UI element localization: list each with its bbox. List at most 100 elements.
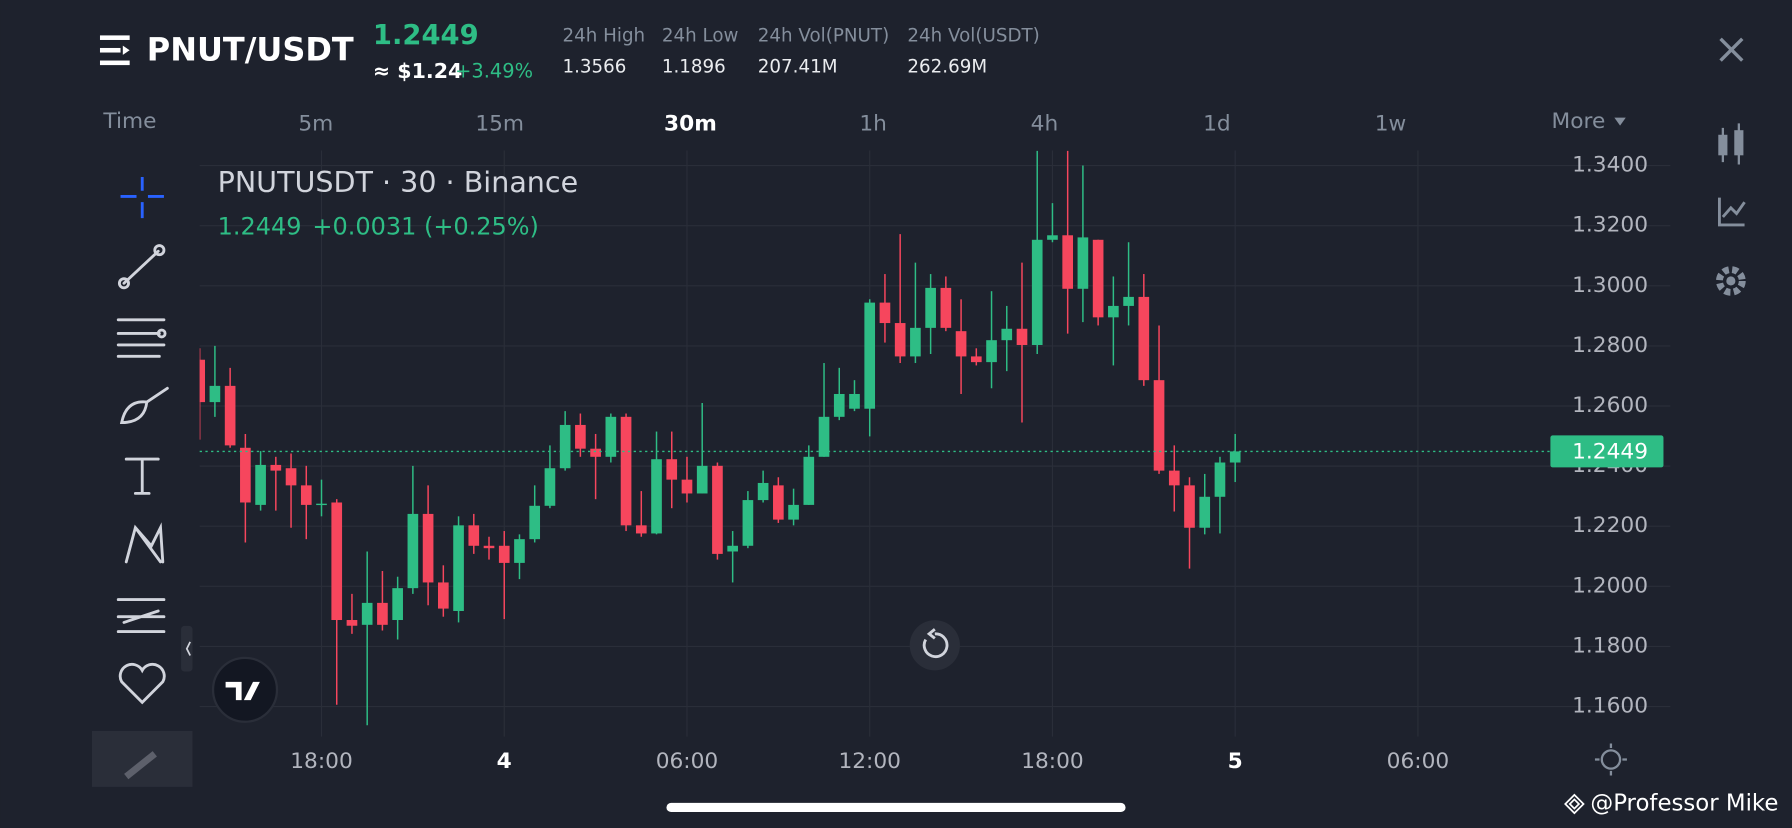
favorites-tool[interactable] [118,662,166,705]
candle-body [514,539,525,563]
measure-tool[interactable] [116,598,166,633]
candle-body [955,331,967,357]
interval-button[interactable]: 5m [298,111,333,136]
indicator-icon[interactable] [1718,197,1746,227]
pair[interactable]: PNUT/USDT [147,30,354,68]
candle-body [894,323,906,357]
candle-body [864,302,876,409]
candle-body [849,393,860,409]
stat-value: 1.3566 [563,56,627,77]
candle-body [803,456,815,505]
legend-price: 1.2449 [218,212,302,240]
toolbar [91,177,193,787]
y-tick-label: 1.2600 [1572,393,1648,418]
candle-body [1077,237,1089,289]
right-toolbar [1594,123,1746,776]
chart-title: PNUTUSDT · 30 · Binance [218,165,579,199]
text-tool[interactable] [124,457,160,495]
candle-body [468,525,480,546]
watermark: @Professor Mike [1590,791,1778,817]
legend-change: +0.0031 (+0.25%) [312,212,538,240]
interval-button[interactable]: 1h [859,111,887,136]
stat-label: 24h Vol(USDT) [907,26,1039,47]
candle-body [224,385,236,446]
chart: PNUTUSDT · 30 · Binance 1.2449 +0.0031 (… [199,150,1671,774]
y-tick-label: 1.3400 [1572,153,1648,178]
candle-body [651,459,662,534]
pattern-tool[interactable] [124,522,165,564]
fib-tool[interactable] [116,318,167,358]
theme-icon[interactable] [1594,743,1627,776]
grid [199,150,1671,737]
dropdown-arrow [1614,117,1626,126]
candle-body [1214,462,1226,497]
candle-body [255,464,266,505]
candle-body [1047,235,1058,240]
y-tick-label: 1.2000 [1572,573,1648,598]
candle-body [1229,451,1241,463]
interval-bar: Time 5m 15m 30m 1h 4h 1d 1w More [102,109,1626,136]
candle-body [422,513,434,583]
candle-body [559,424,571,469]
candle-body [712,465,723,554]
candle-body [788,504,799,520]
candle-body [1031,239,1043,345]
candle-type-icon[interactable] [1718,123,1744,165]
tv-logo[interactable] [211,656,279,723]
y-tick-label: 1.3000 [1572,273,1648,298]
candle-body [696,465,708,494]
candle-body [316,503,327,506]
stat-label: 24h Low [662,26,739,47]
candle-body [209,385,221,403]
close-button[interactable] [1719,37,1744,62]
reset-button[interactable] [909,620,960,671]
interval-button: Time [102,109,156,134]
brush-tool[interactable] [119,386,169,424]
candle-body [331,502,343,621]
interval-button[interactable]: 30m [664,111,717,136]
candle-body [407,513,419,589]
candle-body [1001,328,1013,341]
interval-button[interactable]: 4h [1031,111,1059,136]
candle-body [910,327,921,357]
candle-body [940,287,952,328]
x-tick-label: 18:00 [290,749,353,774]
candle-body [529,505,541,540]
crosshair-tool[interactable] [120,177,164,219]
price-badge-label: 1.2449 [1572,440,1648,465]
candle-body [270,464,282,471]
last-price: 1.2449 [373,20,479,51]
candle-body [1123,296,1134,306]
stat-label: 24h High [563,26,646,47]
usd-price: ≈ $1.24 [373,59,462,83]
candle-body [757,482,769,501]
candle-body [970,356,982,363]
candle-body [620,416,632,526]
candle-body [346,620,358,626]
x-tick-label: 06:00 [1387,749,1449,774]
interval-button[interactable]: 15m [475,111,524,136]
interval-button[interactable]: 1d [1203,111,1231,136]
ruler-tool[interactable] [91,730,193,787]
menu-icon[interactable] [99,35,130,66]
candle-body [681,479,693,494]
candle-body [605,416,617,457]
candle-body [453,525,464,611]
x-tick-label: 12:00 [838,749,901,774]
candle-body [361,602,373,625]
line-tool[interactable] [117,244,166,290]
candle-body [742,500,754,546]
candle-body [300,485,312,505]
candle-body [833,393,845,417]
x-tick-label: 18:00 [1021,749,1084,774]
interval-button[interactable]: More [1552,109,1606,134]
settings-icon[interactable] [1716,266,1746,296]
y-tick-label: 1.1600 [1572,694,1648,719]
y-tick-label: 1.2200 [1572,513,1648,538]
interval-button[interactable]: 1w [1375,111,1407,136]
watermark-logo [1564,793,1585,815]
collapse-arrow [185,641,191,656]
candle-body [392,588,403,621]
candle-body [773,485,784,520]
